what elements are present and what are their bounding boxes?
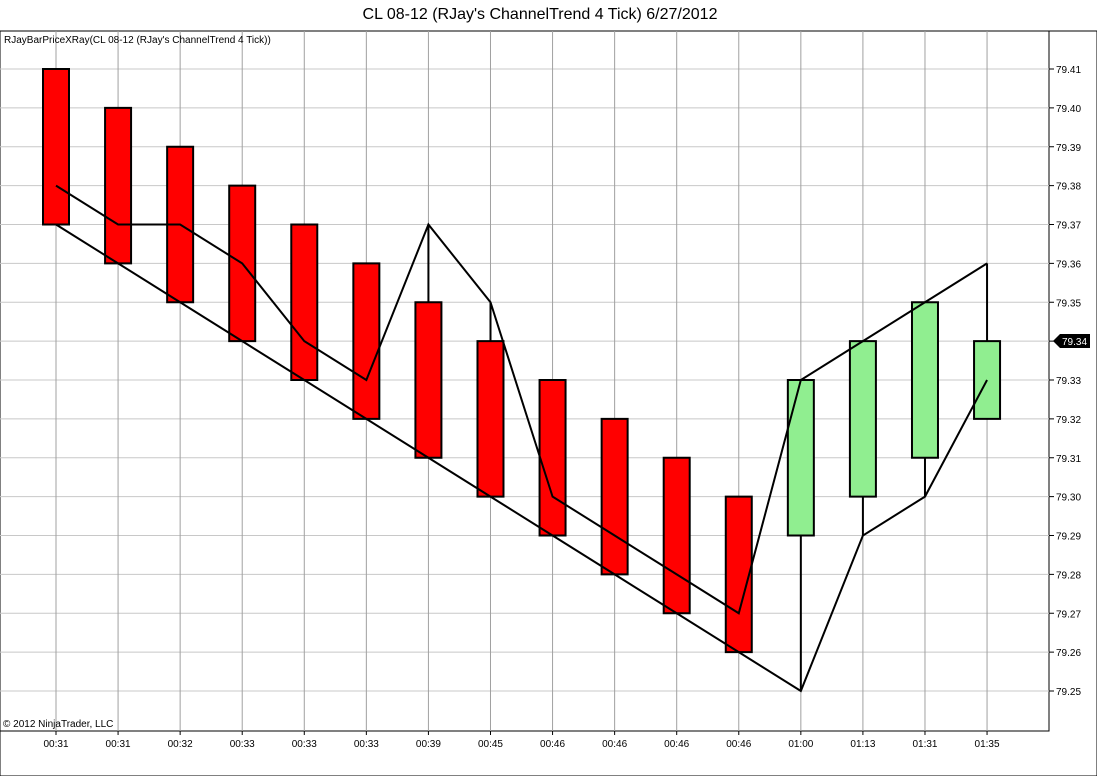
x-tick-label: 01:00: [788, 739, 813, 750]
x-tick-label: 00:46: [726, 739, 751, 750]
y-tick-label: 79.31: [1056, 454, 1081, 465]
x-tick-label: 00:31: [43, 739, 68, 750]
x-tick-label: 00:33: [354, 739, 379, 750]
price-bar: [662, 456, 691, 615]
down-bar-body: [290, 223, 319, 381]
up-bar-body: [848, 340, 877, 498]
down-bar-body: [414, 301, 443, 459]
up-bar-body: [786, 379, 815, 537]
x-tick-label: 00:46: [540, 739, 565, 750]
x-tick-label: 00:46: [602, 739, 627, 750]
price-bar: [724, 495, 753, 654]
x-tick-label: 00:31: [106, 739, 131, 750]
trend-line-a: [55, 184, 988, 615]
time-axis[interactable]: 00:31 00:31 00:32 00:33 00:33 00:33 00:39 00:45…: [43, 731, 1000, 750]
price-bar: [352, 262, 381, 420]
y-tick-label: 79.27: [1056, 609, 1081, 620]
x-tick-label: 00:32: [168, 739, 193, 750]
price-bars: [42, 68, 1002, 691]
y-tick-label: 79.37: [1056, 221, 1081, 232]
y-tick-label: 79.40: [1056, 104, 1081, 115]
x-tick-label: 00:33: [292, 739, 317, 750]
trend-line-b: [55, 223, 988, 693]
y-tick-label: 79.28: [1056, 570, 1081, 581]
price-bar: [476, 302, 505, 498]
price-bar: [786, 379, 815, 691]
y-tick-label: 79.36: [1056, 259, 1081, 270]
price-bar: [414, 224, 443, 459]
x-tick-label: 00:33: [230, 739, 255, 750]
x-tick-label: 01:31: [912, 739, 937, 750]
x-tick-label: 01:13: [850, 739, 875, 750]
y-tick-label: 79.38: [1056, 182, 1081, 193]
y-tick-label: 79.35: [1056, 298, 1081, 309]
price-bar: [104, 106, 133, 265]
x-tick-label: 00:39: [416, 739, 441, 750]
last-price-marker: 79.34: [1053, 334, 1090, 348]
price-bar: [538, 379, 567, 537]
y-tick-label: 79.32: [1056, 415, 1081, 426]
trend-lines: [55, 184, 988, 693]
chart-title: CL 08-12 (RJay's ChannelTrend 4 Tick) 6/…: [363, 6, 718, 23]
indicator-label: RJayBarPriceXRay(CL 08-12 (RJay's Channe…: [4, 35, 271, 46]
down-bar-body: [476, 340, 505, 498]
last-price-tag: [1053, 334, 1090, 348]
x-tick-label: 01:35: [975, 739, 1000, 750]
up-bar-body: [910, 301, 939, 459]
y-tick-label: 79.26: [1056, 648, 1081, 659]
down-bar-body: [538, 379, 567, 537]
price-bar: [42, 68, 70, 226]
y-tick-label: 79.29: [1056, 532, 1081, 543]
down-bar-body: [724, 495, 753, 654]
y-tick-label: 79.39: [1056, 143, 1081, 154]
down-bar-body: [662, 456, 691, 615]
price-axis[interactable]: 79.25 79.26 79.27 79.28 79.29 79.30 79.31 79.32…: [1049, 65, 1081, 698]
down-bar-body: [42, 68, 70, 226]
last-price-label: 79.34: [1062, 337, 1087, 348]
price-bar: [290, 223, 319, 381]
price-bar: [848, 340, 877, 536]
copyright-text: © 2012 NinjaTrader, LLC: [3, 719, 113, 730]
y-tick-label: 79.41: [1056, 65, 1081, 76]
down-bar-body: [600, 417, 629, 576]
down-bar-body: [352, 262, 381, 420]
x-tick-label: 00:46: [664, 739, 689, 750]
x-tick-label: 00:45: [478, 739, 503, 750]
y-tick-label: 79.30: [1056, 493, 1081, 504]
down-bar-body: [104, 106, 133, 265]
y-tick-label: 79.33: [1056, 376, 1081, 387]
y-tick-label: 79.25: [1056, 687, 1081, 698]
plot-area[interactable]: [0, 30, 1050, 732]
price-bar: [600, 417, 629, 576]
